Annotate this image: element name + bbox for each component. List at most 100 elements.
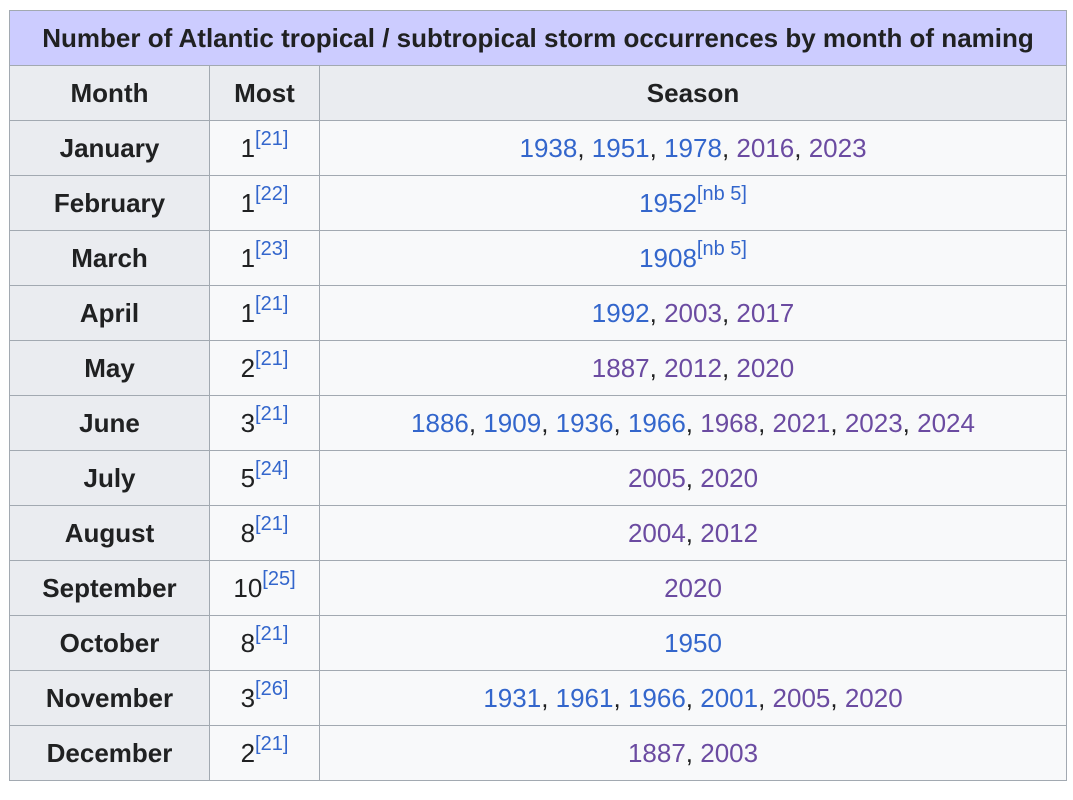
season-year-link[interactable]: 2005 xyxy=(772,682,831,713)
season-year-link[interactable]: 2023 xyxy=(808,132,867,163)
season-year-link[interactable]: 1931 xyxy=(483,682,542,713)
column-header-season[interactable]: Season xyxy=(318,65,1068,121)
reference-link[interactable]: [26] xyxy=(255,677,289,700)
reference-superscript: [23] xyxy=(255,238,288,260)
note-link[interactable]: [nb 5] xyxy=(696,182,747,205)
month-cell: June xyxy=(9,395,210,451)
storm-occurrences-table-container: Number of Atlantic tropical / subtropica… xyxy=(8,10,1068,781)
season-cell: 2005, 2020 xyxy=(318,450,1068,506)
most-cell: 1[23] xyxy=(209,230,320,286)
column-header-month[interactable]: Month xyxy=(9,65,210,121)
season-year-link[interactable]: 2016 xyxy=(736,132,795,163)
season-cell: 1950 xyxy=(318,615,1068,671)
table-row: December 2[21] 1887, 2003 xyxy=(9,725,1068,781)
table-row: June 3[21] 1886, 1909, 1936, 1966, 1968, 2… xyxy=(9,395,1068,451)
season-cell: 1887, 2012, 2020 xyxy=(318,340,1068,396)
season-year-link[interactable]: 1938 xyxy=(519,132,578,163)
season-year-link[interactable]: 2001 xyxy=(700,682,759,713)
reference-link[interactable]: [21] xyxy=(255,402,289,425)
most-value: 5 xyxy=(240,462,256,493)
season-year-link[interactable]: 2017 xyxy=(736,297,795,328)
table-row: October 8[21] 1950 xyxy=(9,615,1068,671)
reference-superscript: [22] xyxy=(255,183,288,205)
reference-superscript: [21] xyxy=(255,733,288,755)
month-cell: November xyxy=(9,670,210,726)
season-cell: 1908[nb 5] xyxy=(318,230,1068,286)
season-year-link[interactable]: 1966 xyxy=(627,407,686,438)
most-cell: 1[21] xyxy=(209,120,320,176)
reference-link[interactable]: [25] xyxy=(262,567,296,590)
most-value: 3 xyxy=(240,407,256,438)
season-year-link[interactable]: 1961 xyxy=(555,682,614,713)
season-year-link[interactable]: 2024 xyxy=(917,407,975,438)
most-value: 2 xyxy=(240,737,256,768)
season-year-link[interactable]: 1887 xyxy=(591,352,650,383)
reference-superscript: [25] xyxy=(262,568,295,590)
month-cell: October xyxy=(9,615,210,671)
season-year-link[interactable]: 2020 xyxy=(664,572,722,603)
season-year-link[interactable]: 2020 xyxy=(736,352,795,383)
season-year-link[interactable]: 1978 xyxy=(664,132,722,163)
season-year-link[interactable]: 1951 xyxy=(591,132,650,163)
season-year-link[interactable]: 2023 xyxy=(844,407,903,438)
season-year-link[interactable]: 2003 xyxy=(664,297,722,328)
season-year-link[interactable]: 1886 xyxy=(411,407,469,438)
reference-link[interactable]: [21] xyxy=(255,292,289,315)
most-cell: 1[22] xyxy=(209,175,320,231)
reference-link[interactable]: [21] xyxy=(255,127,289,150)
season-year-link[interactable]: 2012 xyxy=(700,517,759,548)
season-cell: 1992, 2003, 2017 xyxy=(318,285,1068,341)
reference-superscript: [21] xyxy=(255,293,288,315)
most-cell: 3[26] xyxy=(209,670,320,726)
note-link[interactable]: [nb 5] xyxy=(696,237,747,260)
season-cell: 1938, 1951, 1978, 2016, 2023 xyxy=(318,120,1068,176)
most-cell: 10[25] xyxy=(209,560,320,616)
table-row: February 1[22] 1952[nb 5] xyxy=(9,175,1068,231)
table-body: January 1[21] 1938, 1951, 1978, 2016, 2023… xyxy=(9,120,1068,781)
season-year-link[interactable]: 2020 xyxy=(844,682,903,713)
reference-link[interactable]: [21] xyxy=(255,622,289,645)
season-year-link[interactable]: 2005 xyxy=(627,462,686,493)
season-year-link[interactable]: 1887 xyxy=(627,737,686,768)
column-header-most[interactable]: Most xyxy=(209,65,320,121)
season-year-link[interactable]: 2012 xyxy=(664,352,722,383)
season-year-link[interactable]: 2004 xyxy=(627,517,686,548)
reference-link[interactable]: [21] xyxy=(255,347,289,370)
most-value: 8 xyxy=(240,627,256,658)
season-year-link[interactable]: 1952 xyxy=(639,187,697,218)
most-value: 1 xyxy=(240,297,256,328)
note-superscript: [nb 5] xyxy=(697,183,747,205)
reference-superscript: [21] xyxy=(255,348,288,370)
note-superscript: [nb 5] xyxy=(697,238,747,260)
season-year-link[interactable]: 2021 xyxy=(772,407,831,438)
season-cell: 2020 xyxy=(318,560,1068,616)
caption-row: Number of Atlantic tropical / subtropica… xyxy=(8,10,1068,66)
month-cell: August xyxy=(9,505,210,561)
table-caption: Number of Atlantic tropical / subtropica… xyxy=(8,10,1068,66)
table-row: March 1[23] 1908[nb 5] xyxy=(9,230,1068,286)
reference-superscript: [26] xyxy=(255,678,288,700)
season-year-link[interactable]: 1992 xyxy=(591,297,650,328)
month-cell: April xyxy=(9,285,210,341)
reference-link[interactable]: [24] xyxy=(255,457,289,480)
season-year-link[interactable]: 2003 xyxy=(700,737,759,768)
table-row: November 3[26] 1931, 1961, 1966, 2001, 200… xyxy=(9,670,1068,726)
most-value: 2 xyxy=(240,352,256,383)
reference-link[interactable]: [22] xyxy=(255,182,289,205)
reference-link[interactable]: [21] xyxy=(255,732,289,755)
most-value: 1 xyxy=(240,132,256,163)
season-cell: 1886, 1909, 1936, 1966, 1968, 2021, 2023… xyxy=(318,395,1068,451)
season-year-link[interactable]: 1909 xyxy=(483,407,542,438)
season-year-link[interactable]: 1908 xyxy=(639,242,697,273)
table-row: August 8[21] 2004, 2012 xyxy=(9,505,1068,561)
reference-superscript: [21] xyxy=(255,128,288,150)
season-year-link[interactable]: 2020 xyxy=(700,462,759,493)
season-year-link[interactable]: 1966 xyxy=(627,682,686,713)
reference-link[interactable]: [21] xyxy=(255,512,289,535)
season-cell: 1887, 2003 xyxy=(318,725,1068,781)
season-year-link[interactable]: 1950 xyxy=(664,627,722,658)
season-year-link[interactable]: 1936 xyxy=(555,407,614,438)
season-year-link[interactable]: 1968 xyxy=(700,407,759,438)
reference-link[interactable]: [23] xyxy=(255,237,289,260)
header-row: Month Most Season xyxy=(9,65,1068,121)
